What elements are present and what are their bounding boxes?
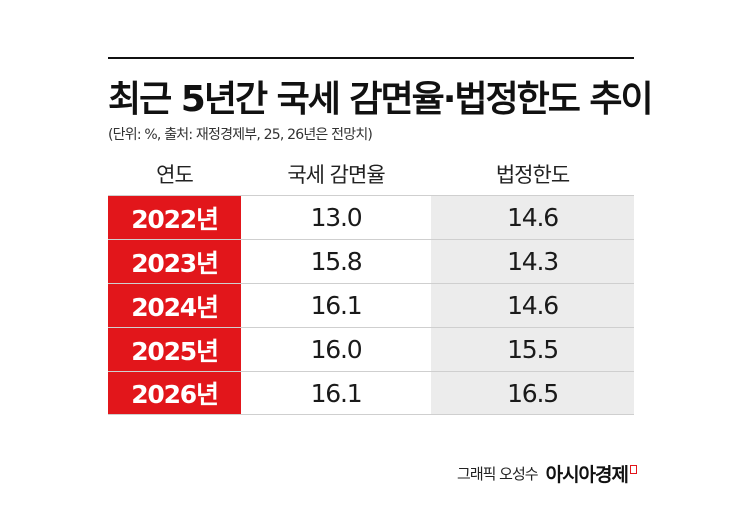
legal-limit-cell: 14.6: [431, 196, 634, 239]
graphic-credit: 그래픽 오성수: [457, 465, 539, 483]
chart-title: 최근 5년간 국세 감면율·법정한도 추이: [108, 79, 654, 120]
header-year: 연도: [156, 163, 194, 187]
legal-limit-cell: 16.5: [431, 372, 634, 414]
reduction-rate-cell: 16.1: [241, 372, 431, 414]
table-row: 2025년 16.0 15.5: [108, 327, 634, 371]
table-row: 2026년 16.1 16.5: [108, 371, 634, 415]
publisher-logo: 아시아경제: [545, 464, 629, 486]
top-rule: [108, 57, 634, 59]
table-row: 2023년 15.8 14.3: [108, 239, 634, 283]
data-table: 연도 국세 감면율 법정한도 2022년 13.0 14.6 2023년 15.…: [108, 153, 634, 415]
reduction-rate-cell: 15.8: [241, 240, 431, 283]
table-row: 2024년 16.1 14.6: [108, 283, 634, 327]
logo-mark-icon: [630, 465, 637, 474]
chart-subtitle: (단위: %, 출처: 재정경제부, 25, 26년은 전망치): [108, 127, 373, 143]
legal-limit-cell: 14.3: [431, 240, 634, 283]
year-cell: 2025년: [108, 328, 241, 371]
footer: 그래픽 오성수 아시아경제: [457, 460, 637, 487]
reduction-rate-cell: 16.1: [241, 284, 431, 327]
reduction-rate-cell: 13.0: [241, 196, 431, 239]
year-cell: 2026년: [108, 372, 241, 414]
reduction-rate-cell: 16.0: [241, 328, 431, 371]
year-cell: 2022년: [108, 196, 241, 239]
table-row: 2022년 13.0 14.6: [108, 195, 634, 239]
legal-limit-cell: 14.6: [431, 284, 634, 327]
year-cell: 2023년: [108, 240, 241, 283]
year-cell: 2024년: [108, 284, 241, 327]
header-legal-limit: 법정한도: [495, 163, 570, 187]
table-header: 연도 국세 감면율 법정한도: [108, 153, 634, 195]
legal-limit-cell: 15.5: [431, 328, 634, 371]
header-reduction-rate: 국세 감면율: [287, 163, 385, 187]
